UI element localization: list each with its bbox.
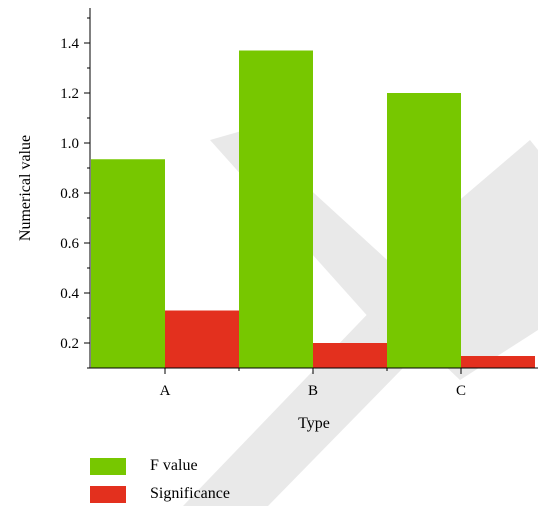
bar-f-value-b — [239, 50, 313, 368]
x-axis-title: Type — [298, 415, 330, 432]
y-ticks: 0.2 0.4 0.6 0.8 1.0 1.2 1.4 — [60, 17, 90, 369]
x-ticks: A B C — [160, 368, 466, 399]
legend-item-f-value: F value — [90, 452, 230, 480]
bar-significance-c — [461, 356, 535, 368]
x-tick-label: B — [308, 383, 318, 399]
legend-item-significance: Significance — [90, 480, 230, 508]
y-tick-label: 1.2 — [60, 86, 79, 102]
y-tick-label: 1.0 — [60, 136, 79, 152]
bar-f-value-a — [91, 159, 165, 368]
y-tick-label: 0.8 — [60, 186, 79, 202]
legend-label-f-value: F value — [150, 457, 198, 474]
y-tick-label: 0.2 — [60, 336, 79, 352]
x-tick-label: C — [456, 383, 466, 399]
bar-group — [91, 50, 535, 368]
legend-swatch-significance — [90, 485, 126, 503]
legend-label-significance: Significance — [150, 485, 230, 502]
y-tick-label: 1.4 — [60, 36, 79, 52]
bar-significance-b — [313, 343, 387, 368]
x-tick-label: A — [160, 383, 171, 399]
bar-f-value-c — [387, 93, 461, 368]
bar-significance-a — [165, 310, 239, 368]
legend-swatch-f-value — [90, 457, 126, 475]
legend: F value Significance — [90, 452, 230, 508]
y-tick-label: 0.4 — [60, 286, 79, 302]
y-tick-label: 0.6 — [60, 236, 79, 252]
y-axis-title: Numerical value — [17, 135, 34, 241]
